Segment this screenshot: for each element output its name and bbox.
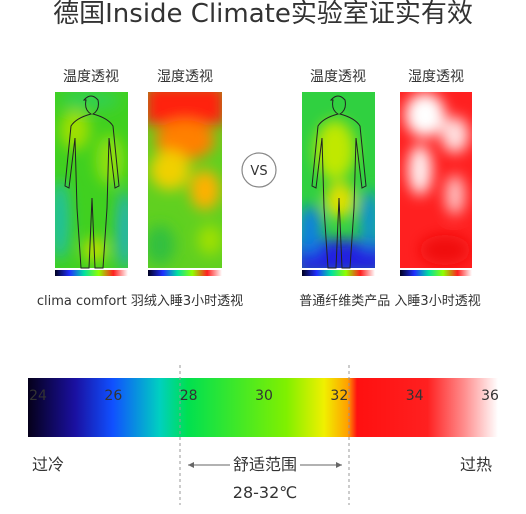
vs-badge — [241, 152, 277, 188]
panel-label: 温度透视 — [63, 69, 119, 85]
scale-tick-label: 34 — [406, 388, 424, 404]
cold-label: 过冷 — [32, 455, 64, 474]
hot-label: 过热 — [460, 455, 492, 474]
heatmap — [400, 92, 472, 268]
panel-label: 湿度透视 — [408, 69, 464, 85]
comfort-range: 28-32℃ — [233, 483, 297, 502]
panel-label: 温度透视 — [310, 69, 366, 85]
legend-bar — [148, 270, 222, 276]
caption: 普通纤维类产品 入睡3小时透视 — [299, 294, 480, 309]
scale-ticks: 24 26 28 30 32 34 36 — [29, 388, 499, 404]
heatmap — [302, 92, 375, 268]
legend-bar — [400, 270, 472, 276]
scale-tick-label: 30 — [255, 388, 273, 404]
temperature-scale — [28, 378, 498, 437]
legend-bar — [55, 270, 128, 276]
arrow-head — [336, 462, 342, 468]
body-outline — [311, 95, 367, 269]
legend-bar — [302, 270, 375, 276]
arrow-head — [188, 462, 194, 468]
scale-tick-label: 36 — [481, 388, 499, 404]
heatmap — [148, 92, 222, 268]
scale-tick-label: 24 — [29, 388, 47, 404]
caption: clima comfort 羽绒入睡3小时透视 — [37, 294, 243, 309]
comfort-label: 舒适范围 — [233, 455, 297, 474]
vs-text: VS — [250, 164, 267, 179]
scale-tick-label: 32 — [330, 388, 348, 404]
scale-tick-label: 26 — [104, 388, 122, 404]
heatmap — [55, 92, 128, 268]
title: 德国Inside Climate实验室证实有效 — [53, 0, 473, 29]
body-outline — [64, 95, 120, 269]
panel-label: 湿度透视 — [157, 69, 213, 85]
scale-tick-label: 28 — [180, 388, 198, 404]
